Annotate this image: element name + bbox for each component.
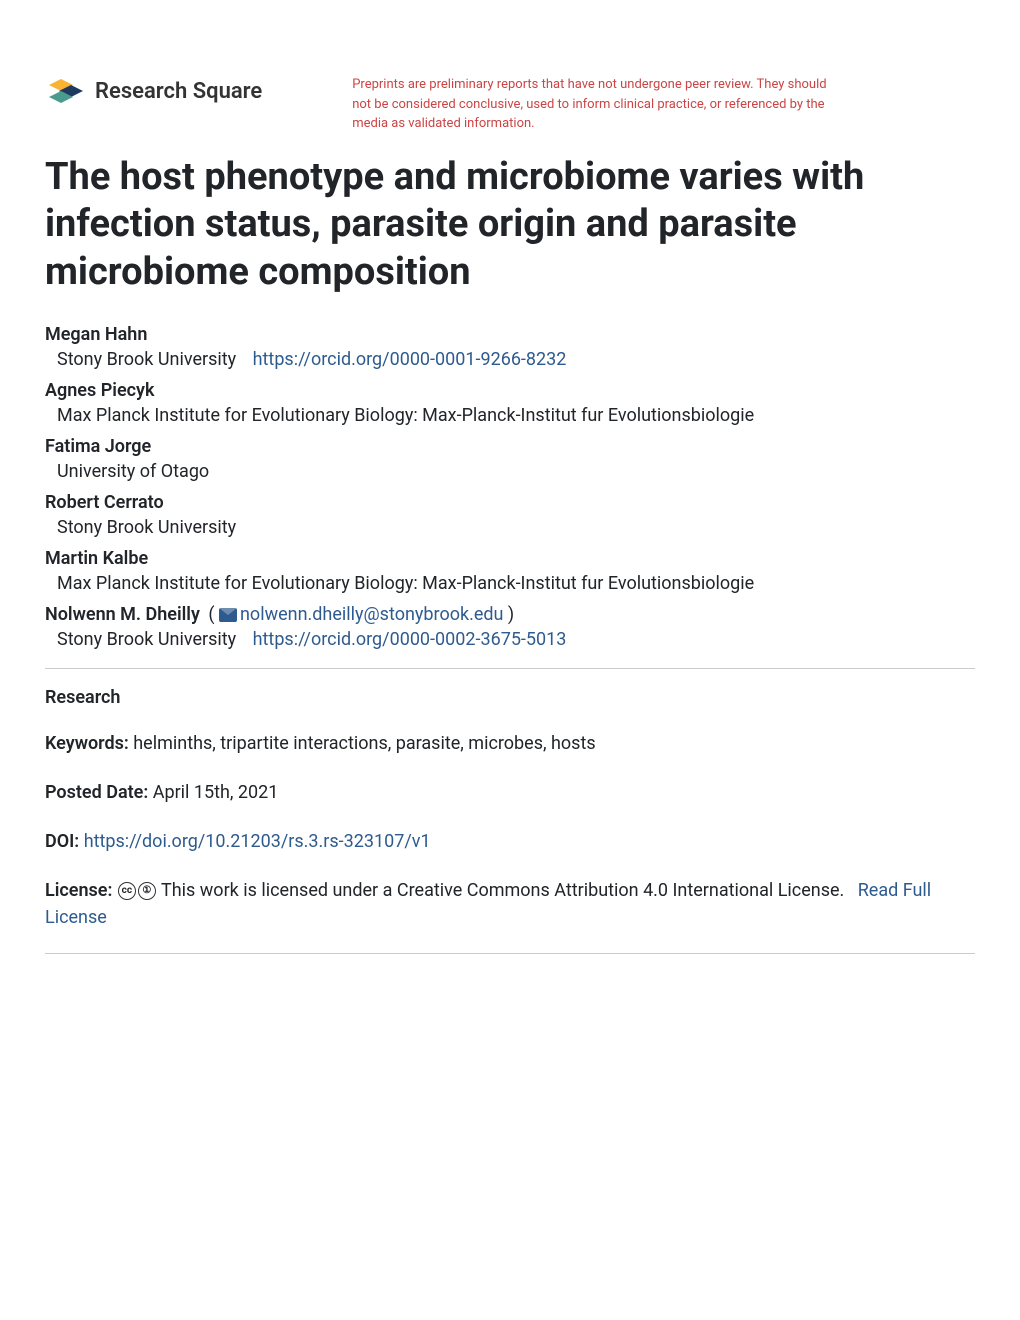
author-name: Agnes Piecyk xyxy=(45,380,154,401)
author-affiliation: Max Planck Institute for Evolutionary Bi… xyxy=(57,405,975,426)
logo-section: Research Square xyxy=(45,75,262,107)
article-type: Research xyxy=(45,687,975,708)
license-label: License: xyxy=(45,880,112,901)
license-row: License: cc① This work is licensed under… xyxy=(45,877,975,931)
research-square-logo-icon xyxy=(45,75,87,107)
email-icon xyxy=(219,608,237,622)
preprint-disclaimer: Preprints are preliminary reports that h… xyxy=(352,75,832,134)
authors-list: Megan Hahn Stony Brook University https:… xyxy=(45,324,975,650)
author-block: Nolwenn M. Dheilly ( nolwenn.dheilly@sto… xyxy=(45,604,975,650)
logo-text: Research Square xyxy=(95,79,262,104)
divider xyxy=(45,953,975,954)
author-email-link[interactable]: nolwenn.dheilly@stonybrook.edu xyxy=(240,604,503,625)
author-block: Robert Cerrato Stony Brook University xyxy=(45,492,975,538)
posted-date-row: Posted Date: April 15th, 2021 xyxy=(45,779,975,806)
author-name: Robert Cerrato xyxy=(45,492,164,513)
keywords-row: Keywords: helminths, tripartite interact… xyxy=(45,730,975,757)
affiliation-text: Stony Brook University xyxy=(57,349,236,370)
doi-link[interactable]: https://doi.org/10.21203/rs.3.rs-323107/… xyxy=(84,831,431,852)
author-affiliation: Max Planck Institute for Evolutionary Bi… xyxy=(57,573,975,594)
author-block: Agnes Piecyk Max Planck Institute for Ev… xyxy=(45,380,975,426)
author-affiliation: Stony Brook University https://orcid.org… xyxy=(57,349,975,370)
cc-icon: cc xyxy=(118,882,136,900)
doi-row: DOI: https://doi.org/10.21203/rs.3.rs-32… xyxy=(45,828,975,855)
license-text: This work is licensed under a Creative C… xyxy=(161,880,844,901)
author-affiliation: University of Otago xyxy=(57,461,975,482)
author-affiliation: Stony Brook University https://orcid.org… xyxy=(57,629,975,650)
author-affiliation: Stony Brook University xyxy=(57,517,975,538)
author-block: Martin Kalbe Max Planck Institute for Ev… xyxy=(45,548,975,594)
article-title: The host phenotype and microbiome varies… xyxy=(45,154,975,297)
author-name: Martin Kalbe xyxy=(45,548,148,569)
doi-label: DOI: xyxy=(45,831,79,852)
corresponding-author: ( nolwenn.dheilly@stonybrook.edu ) xyxy=(204,604,514,625)
header-row: Research Square Preprints are preliminar… xyxy=(45,75,975,134)
author-block: Fatima Jorge University of Otago xyxy=(45,436,975,482)
orcid-link[interactable]: https://orcid.org/0000-0002-3675-5013 xyxy=(253,629,567,650)
author-name: Fatima Jorge xyxy=(45,436,151,457)
author-name: Nolwenn M. Dheilly xyxy=(45,604,200,625)
keywords-label: Keywords: xyxy=(45,733,129,754)
posted-date-label: Posted Date: xyxy=(45,782,148,803)
author-block: Megan Hahn Stony Brook University https:… xyxy=(45,324,975,370)
cc-by-icon: ① xyxy=(138,882,156,900)
keywords-value: helminths, tripartite interactions, para… xyxy=(133,733,595,754)
affiliation-text: Stony Brook University xyxy=(57,629,236,650)
divider xyxy=(45,668,975,669)
author-name: Megan Hahn xyxy=(45,324,147,345)
orcid-link[interactable]: https://orcid.org/0000-0001-9266-8232 xyxy=(253,349,567,370)
posted-date-value: April 15th, 2021 xyxy=(153,782,279,803)
